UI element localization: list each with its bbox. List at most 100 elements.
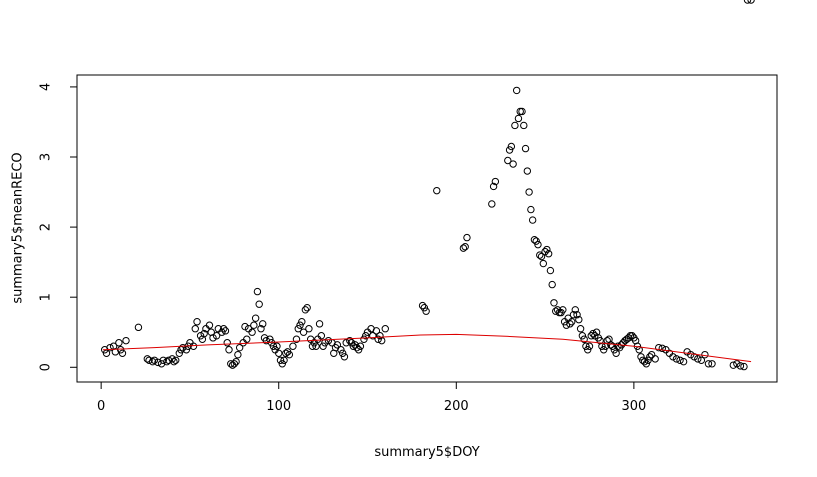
point bbox=[324, 336, 333, 345]
point bbox=[269, 342, 278, 350]
point bbox=[305, 325, 313, 333]
point bbox=[461, 243, 469, 251]
point bbox=[164, 356, 173, 364]
point bbox=[571, 306, 579, 314]
point bbox=[219, 325, 228, 333]
x-tick-label: 100 bbox=[266, 399, 291, 414]
point bbox=[296, 321, 304, 329]
point bbox=[580, 335, 588, 343]
point bbox=[694, 355, 702, 363]
point bbox=[628, 332, 636, 340]
point bbox=[505, 146, 514, 154]
point bbox=[520, 121, 528, 130]
point bbox=[196, 332, 205, 340]
point bbox=[568, 318, 576, 326]
point bbox=[116, 346, 125, 354]
point bbox=[241, 322, 249, 331]
point bbox=[230, 360, 239, 368]
point bbox=[349, 342, 358, 350]
point bbox=[253, 287, 262, 296]
plot-box bbox=[76, 74, 778, 383]
point bbox=[200, 329, 208, 338]
point bbox=[250, 321, 258, 329]
point bbox=[599, 346, 608, 354]
point bbox=[420, 304, 429, 312]
point bbox=[528, 216, 537, 224]
point bbox=[585, 342, 594, 350]
point bbox=[145, 356, 153, 364]
point bbox=[221, 327, 230, 335]
point bbox=[544, 250, 553, 258]
point bbox=[299, 328, 308, 336]
point bbox=[418, 301, 427, 310]
point bbox=[191, 325, 199, 333]
point bbox=[362, 332, 370, 340]
point bbox=[509, 160, 517, 168]
point bbox=[115, 339, 123, 347]
point bbox=[172, 356, 180, 364]
point bbox=[273, 342, 281, 350]
point bbox=[239, 339, 247, 347]
point bbox=[381, 325, 389, 333]
point bbox=[225, 346, 233, 354]
point bbox=[298, 318, 306, 326]
x-tick-label: 300 bbox=[621, 399, 646, 414]
point bbox=[433, 186, 441, 195]
point bbox=[159, 356, 168, 364]
point bbox=[285, 350, 294, 359]
point bbox=[587, 332, 595, 340]
point bbox=[559, 306, 567, 314]
y-tick-label: 2 bbox=[39, 223, 54, 231]
point bbox=[308, 342, 317, 350]
point bbox=[562, 321, 571, 329]
point bbox=[546, 266, 555, 275]
point bbox=[541, 247, 549, 256]
point bbox=[179, 343, 187, 352]
point bbox=[530, 236, 539, 244]
point bbox=[118, 349, 127, 357]
point bbox=[644, 356, 652, 364]
point bbox=[491, 177, 500, 186]
point bbox=[360, 335, 368, 343]
point bbox=[591, 332, 599, 340]
y-tick-label: 0 bbox=[39, 363, 54, 371]
point bbox=[223, 339, 231, 347]
point bbox=[537, 252, 546, 261]
point bbox=[614, 342, 622, 350]
point bbox=[182, 346, 191, 354]
point bbox=[507, 142, 516, 151]
point bbox=[686, 350, 695, 359]
point bbox=[539, 259, 548, 268]
point bbox=[736, 362, 745, 370]
point bbox=[369, 332, 377, 340]
point bbox=[342, 339, 350, 347]
point bbox=[569, 311, 578, 319]
point bbox=[573, 311, 581, 319]
point bbox=[584, 346, 592, 354]
point bbox=[218, 328, 226, 336]
point bbox=[733, 360, 741, 368]
point bbox=[566, 320, 574, 328]
point bbox=[578, 332, 587, 340]
point bbox=[278, 360, 286, 368]
point bbox=[372, 327, 381, 335]
point bbox=[658, 344, 666, 353]
point bbox=[306, 335, 315, 343]
point bbox=[672, 355, 681, 363]
fit-line bbox=[102, 333, 752, 363]
point bbox=[704, 360, 713, 368]
y-tick-label: 4 bbox=[39, 83, 54, 91]
point bbox=[697, 356, 706, 364]
point bbox=[150, 356, 159, 364]
point bbox=[548, 280, 556, 289]
point bbox=[575, 315, 583, 324]
x-tick-label: 0 bbox=[97, 399, 105, 414]
point bbox=[148, 357, 157, 366]
point bbox=[642, 360, 651, 368]
point bbox=[347, 339, 356, 347]
point bbox=[740, 362, 748, 371]
point bbox=[550, 299, 558, 307]
point bbox=[640, 357, 649, 366]
point bbox=[512, 86, 521, 95]
